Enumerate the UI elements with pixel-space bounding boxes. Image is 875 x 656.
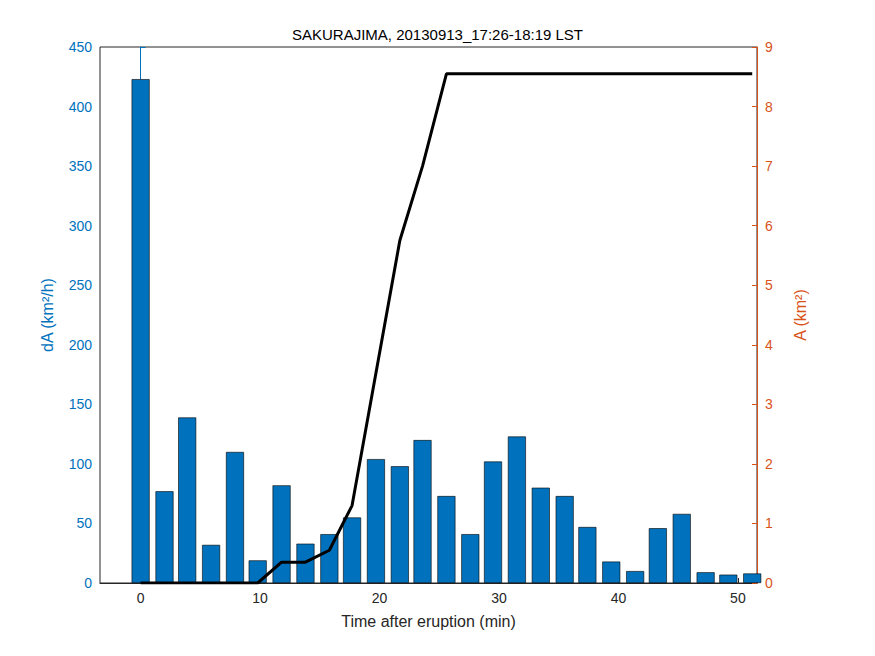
svg-text:0: 0 [137, 590, 145, 606]
svg-text:250: 250 [69, 277, 93, 293]
svg-text:8: 8 [765, 99, 773, 115]
svg-text:350: 350 [69, 158, 93, 174]
svg-text:150: 150 [69, 396, 93, 412]
svg-text:30: 30 [491, 590, 507, 606]
svg-text:450: 450 [69, 39, 93, 55]
svg-text:300: 300 [69, 218, 93, 234]
svg-text:5: 5 [765, 277, 773, 293]
svg-text:200: 200 [69, 337, 93, 353]
svg-text:9: 9 [765, 39, 773, 55]
svg-text:SAKURAJIMA, 20130913_17:26-18:: SAKURAJIMA, 20130913_17:26-18:19 LST [292, 26, 583, 43]
svg-text:50: 50 [76, 515, 92, 531]
svg-text:1: 1 [765, 515, 773, 531]
svg-text:A (km²): A (km²) [792, 289, 809, 341]
svg-text:100: 100 [69, 456, 93, 472]
svg-text:Time after eruption (min): Time after eruption (min) [341, 613, 516, 630]
svg-text:10: 10 [252, 590, 268, 606]
svg-text:0: 0 [765, 575, 773, 591]
svg-text:3: 3 [765, 396, 773, 412]
svg-text:6: 6 [765, 218, 773, 234]
svg-text:50: 50 [730, 590, 746, 606]
svg-text:400: 400 [69, 99, 93, 115]
svg-text:dA (km²/h): dA (km²/h) [39, 278, 56, 352]
svg-text:0: 0 [84, 575, 92, 591]
svg-text:20: 20 [372, 590, 388, 606]
svg-text:2: 2 [765, 456, 773, 472]
svg-text:4: 4 [765, 337, 773, 353]
svg-text:7: 7 [765, 158, 773, 174]
svg-text:40: 40 [611, 590, 627, 606]
